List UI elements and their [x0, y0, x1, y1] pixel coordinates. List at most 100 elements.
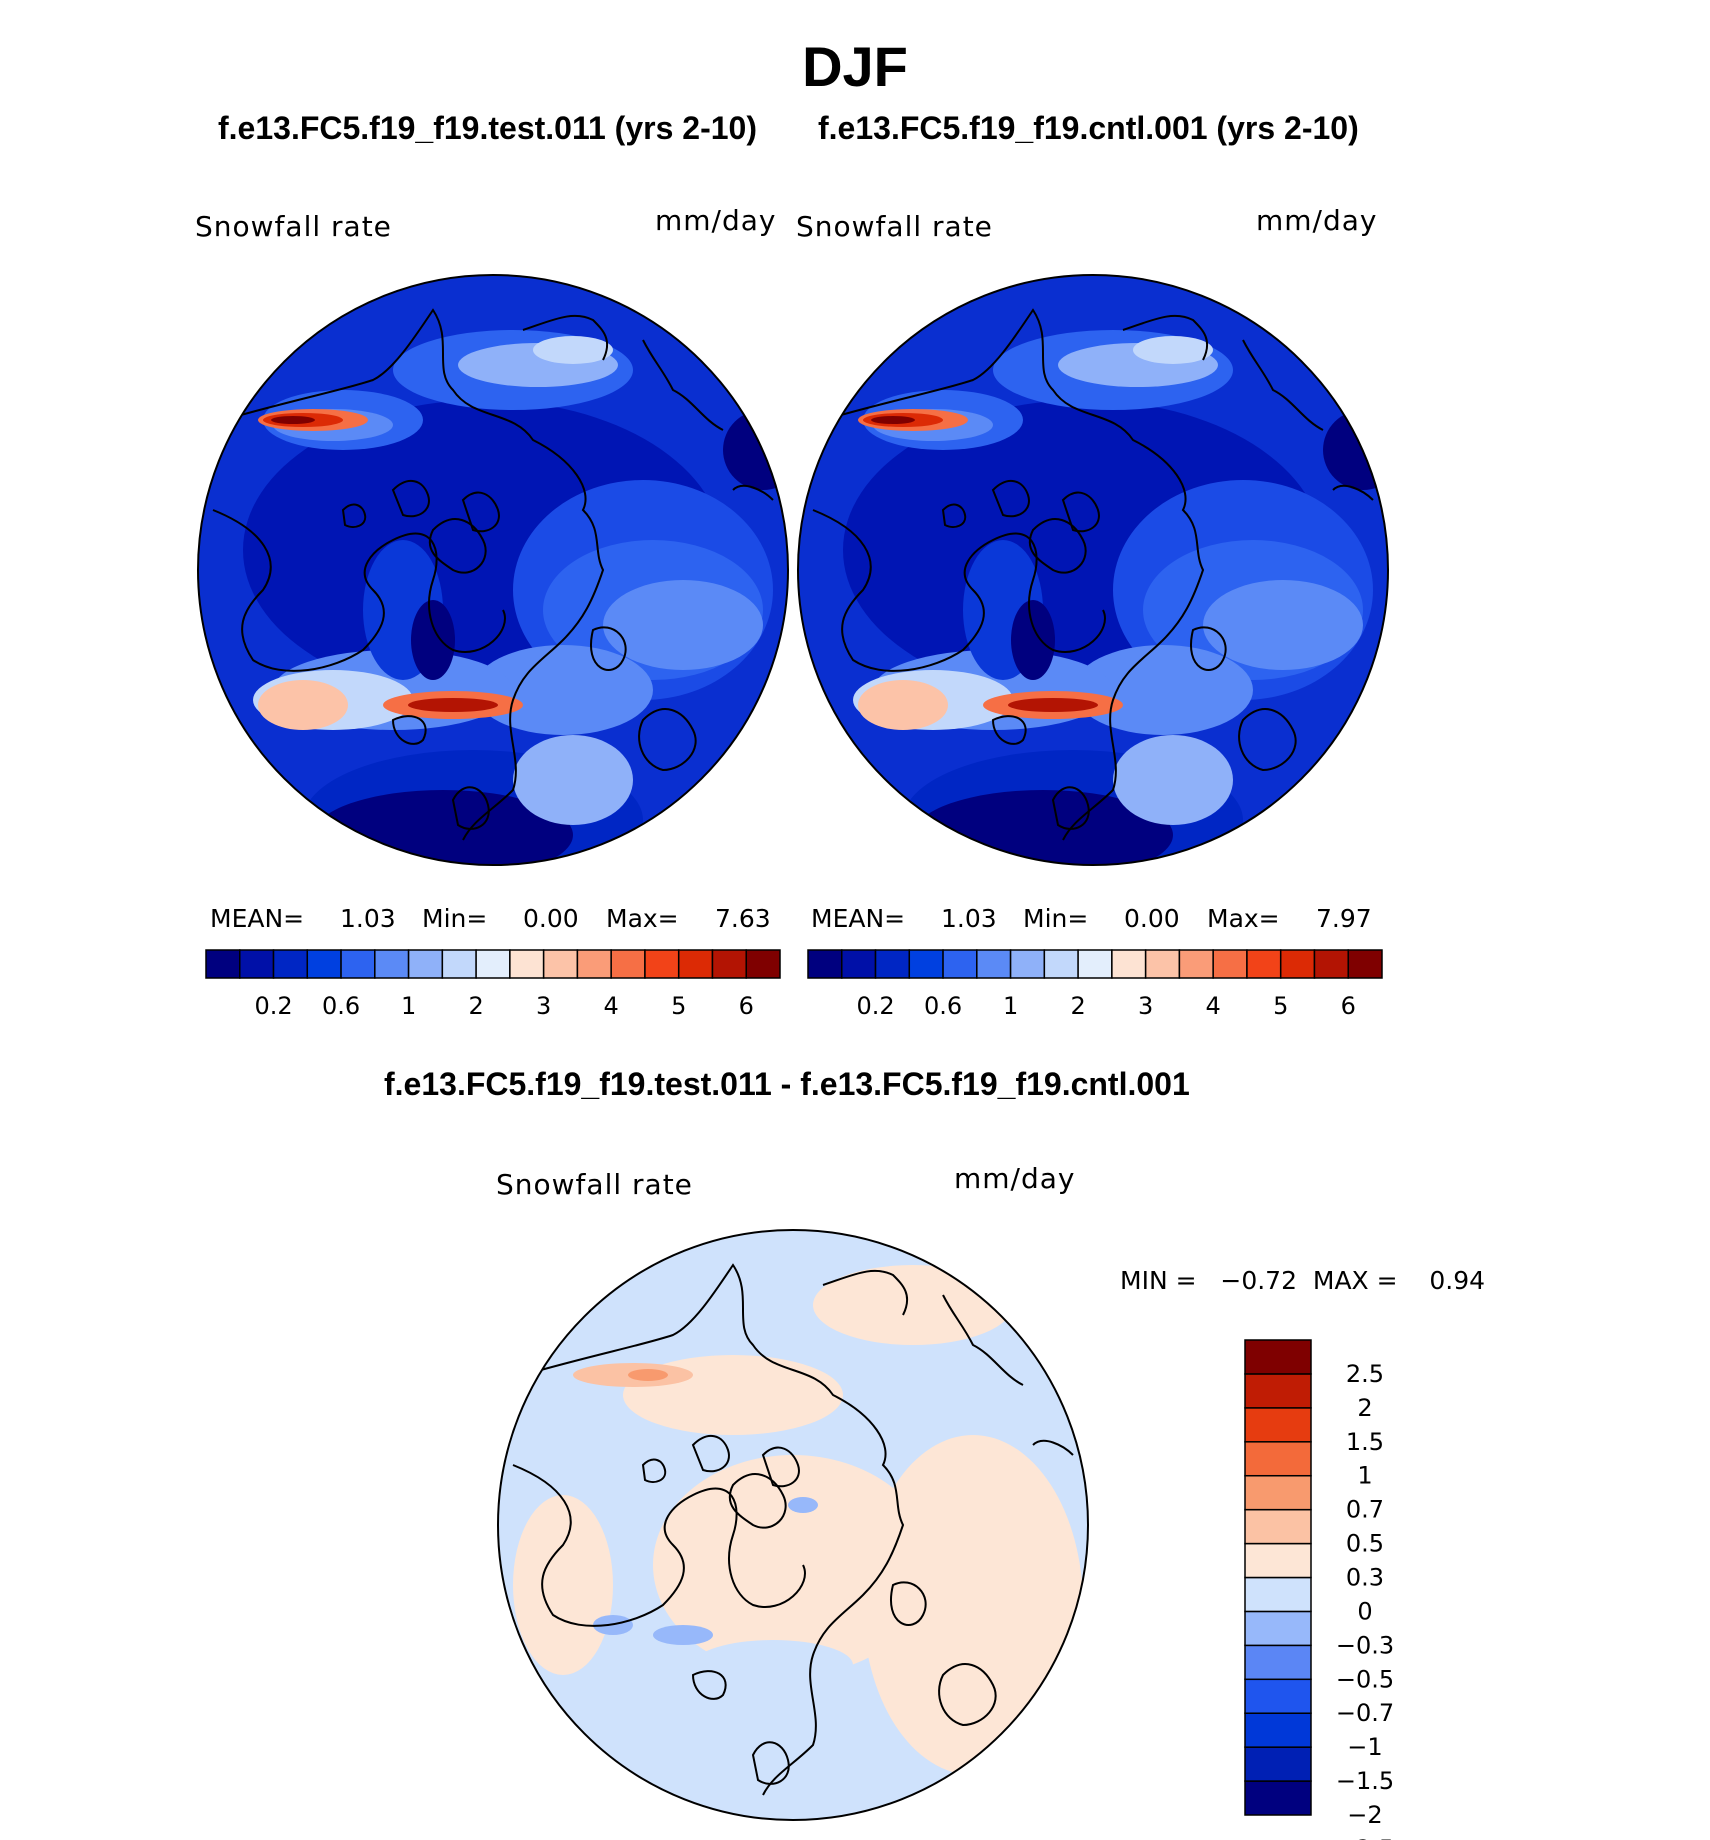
- difference-colorbar-box: [1244, 1746, 1312, 1782]
- panel-2-colorbar-box: [976, 949, 1012, 979]
- panel-2-variable-label: Snowfall rate: [796, 210, 993, 243]
- panel-1-colorbar-box: [407, 949, 444, 979]
- panel-2-colorbar-tick-label: 2: [1070, 992, 1085, 1020]
- panel-2-max-label: Max=: [1207, 904, 1280, 933]
- difference-colorbar-tick-label: 0.5: [1346, 1530, 1384, 1558]
- difference-colorbar-box: [1244, 1780, 1312, 1816]
- difference-colorbar-box: [1244, 1542, 1312, 1579]
- difference-colorbar-tick-label: −1.5: [1336, 1767, 1394, 1795]
- panel-2-colorbar-tick-label: 3: [1138, 992, 1153, 1020]
- difference-subtitle: f.e13.FC5.f19_f19.test.011 - f.e13.FC5.f…: [384, 1066, 1190, 1102]
- panel-2-colorbar-tick-label: 5: [1273, 992, 1288, 1020]
- difference-colorbar-tick-label: 2: [1357, 1394, 1372, 1422]
- panel-1-colorbar-box: [542, 949, 579, 979]
- difference-colorbar-box: [1244, 1678, 1312, 1714]
- panel-1-colorbar-tick-label: 3: [536, 992, 551, 1020]
- difference-colorbar: 2.5 2 1.5 1 0.7 0.5 0.3 0 −0.3 −0.5 −0.7 −1 −1.5 −2 −2…: [1244, 1339, 1394, 1840]
- panel-2-mean-label: MEAN=: [811, 904, 906, 933]
- panel-1-mean-label: MEAN=: [210, 904, 305, 933]
- panel-2-colorbar-box: [1144, 949, 1181, 979]
- difference-variable-label: Snowfall rate: [496, 1168, 693, 1201]
- difference-map-border: [497, 1229, 1089, 1821]
- difference-colorbar-box: [1244, 1339, 1312, 1375]
- difference-colorbar-box: [1244, 1644, 1312, 1681]
- panel-2-colorbar-tick-label: 6: [1341, 992, 1356, 1020]
- panel-1-colorbar-box: [711, 949, 747, 979]
- panel-1-variable-label: Snowfall rate: [195, 210, 392, 243]
- panel-1-colorbar-box: [576, 949, 612, 979]
- panel-1-colorbar-box: [374, 949, 410, 979]
- panel-1-colorbar-tick-label: 1: [401, 992, 416, 1020]
- panel-1-colorbar-box: [239, 949, 275, 979]
- panel-2-colorbar-box: [874, 949, 911, 979]
- panel-2-colorbar: 0.2 0.6 1 2 3 4 5 6: [807, 949, 1383, 1020]
- difference-colorbar-tick-label: −0.3: [1336, 1631, 1394, 1659]
- difference-colorbar-box: [1244, 1441, 1312, 1477]
- difference-colorbar-tick-label: −0.7: [1336, 1699, 1394, 1727]
- difference-colorbar-tick-label: 2.5: [1346, 1360, 1384, 1388]
- panel-1-max-value: 7.63: [715, 904, 771, 933]
- panel-1-colorbar-tick-label: 4: [604, 992, 619, 1020]
- difference-colorbar-tick-label: 0: [1357, 1597, 1372, 1625]
- difference-colorbar-tick-label: −2: [1347, 1801, 1382, 1829]
- panel-2-map-border: [797, 274, 1389, 866]
- panel-1-colorbar-box: [272, 949, 309, 979]
- difference-colorbar-box: [1244, 1610, 1312, 1647]
- difference-colorbar-box: [1244, 1407, 1312, 1443]
- difference-colorbar-box: [1244, 1474, 1312, 1511]
- difference-colorbar-box: [1244, 1508, 1312, 1545]
- difference-colorbar-tick-label: −2.5: [1336, 1835, 1394, 1840]
- panel-1-colorbar-box: [509, 949, 545, 979]
- panel-2-colorbar-box: [807, 949, 843, 979]
- panel-2-mean-value: 1.03: [941, 904, 997, 933]
- panel-2-max-value: 7.97: [1316, 904, 1372, 933]
- panel-2-colorbar-tick-label: 1: [1003, 992, 1018, 1020]
- panel-2-colorbar-box: [908, 949, 944, 979]
- panel-1-colorbar-box: [306, 949, 342, 979]
- panel-2-colorbar-box: [1279, 949, 1316, 979]
- difference-colorbar-tick-label: 0.3: [1346, 1564, 1384, 1592]
- panel-2-subtitle: f.e13.FC5.f19_f19.cntl.001 (yrs 2-10): [818, 110, 1359, 146]
- panel-2-map: [798, 275, 1388, 865]
- difference-minmax-text: MIN = −0.72 MAX = 0.94: [1120, 1266, 1486, 1295]
- panel-1-colorbar-tick-label: 2: [468, 992, 483, 1020]
- panel-2-colorbar-box: [1009, 949, 1046, 979]
- panel-2-units-label: mm/day: [1256, 204, 1378, 237]
- panel-2-colorbar-box: [1178, 949, 1214, 979]
- panel-1-map-border: [197, 274, 789, 866]
- panel-1-max-label: Max=: [606, 904, 679, 933]
- page-title: DJF: [802, 35, 908, 98]
- panel-2-colorbar-box: [1347, 949, 1383, 979]
- difference-colorbar-box: [1244, 1576, 1312, 1613]
- difference-colorbar-box: [1244, 1712, 1312, 1748]
- panel-1-colorbar-tick-label: 0.6: [322, 992, 360, 1020]
- panel-2-colorbar-box: [1212, 949, 1248, 979]
- difference-colorbar-tick-label: −0.5: [1336, 1665, 1394, 1693]
- panel-2-colorbar-box: [1077, 949, 1113, 979]
- panel-1-colorbar: 0.2 0.6 1 2 3 4 5 6: [205, 949, 781, 1020]
- panel-2-colorbar-box: [1043, 949, 1079, 979]
- panel-2-min-value: 0.00: [1124, 904, 1180, 933]
- panel-2-colorbar-box: [1313, 949, 1349, 979]
- panel-2-colorbar-tick-label: 4: [1206, 992, 1221, 1020]
- panel-2-min-label: Min=: [1023, 904, 1089, 933]
- panel-1-colorbar-tick-label: 0.2: [254, 992, 292, 1020]
- panel-2-colorbar-tick-label: 0.2: [856, 992, 894, 1020]
- panel-1-colorbar-box: [441, 949, 477, 979]
- panel-1-mean-value: 1.03: [340, 904, 396, 933]
- panel-1-subtitle: f.e13.FC5.f19_f19.test.011 (yrs 2-10): [218, 110, 757, 146]
- panel-1-colorbar-box: [677, 949, 714, 979]
- panel-2-colorbar-box: [942, 949, 978, 979]
- panel-1-colorbar-box: [610, 949, 646, 979]
- panel-1-colorbar-box: [644, 949, 680, 979]
- panel-1-colorbar-box: [205, 949, 241, 979]
- panel-2-colorbar-box: [841, 949, 877, 979]
- panel-1-units-label: mm/day: [655, 204, 777, 237]
- panel-2-colorbar-box: [1111, 949, 1147, 979]
- difference-colorbar-tick-label: 1: [1357, 1462, 1372, 1490]
- difference-colorbar-tick-label: 1.5: [1346, 1428, 1384, 1456]
- panel-1-min-value: 0.00: [523, 904, 579, 933]
- panel-1-colorbar-tick-label: 6: [739, 992, 754, 1020]
- difference-map: [498, 1230, 1088, 1820]
